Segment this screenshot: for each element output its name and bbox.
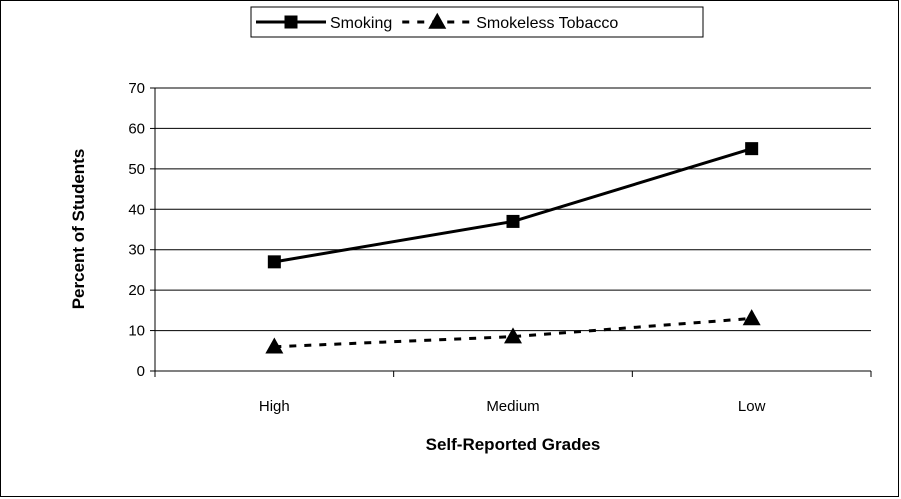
y-axis-title: Percent of Students <box>69 149 88 310</box>
gridlines <box>155 87 871 332</box>
legend-item: Smokeless Tobacco <box>402 12 618 32</box>
legend-item: Smoking <box>256 15 392 32</box>
series-triangle <box>265 309 761 354</box>
x-tick-label: High <box>259 398 290 415</box>
data-point <box>742 309 761 326</box>
y-tick-label: 0 <box>137 363 145 380</box>
y-tick-label: 70 <box>128 80 145 97</box>
data-point <box>745 142 759 156</box>
axes <box>154 88 871 372</box>
legend-marker <box>428 12 447 29</box>
data-point <box>265 337 284 354</box>
x-ticks: High Medium Low <box>154 371 872 415</box>
y-tick-label: 10 <box>128 323 145 340</box>
y-ticks: 0 10 20 30 40 50 60 70 <box>128 80 155 380</box>
legend: Smoking Smokeless Tobacco <box>250 6 704 38</box>
y-tick-label: 60 <box>128 120 145 137</box>
y-tick-label: 40 <box>128 201 145 218</box>
y-tick-label: 20 <box>128 282 145 299</box>
series-line <box>274 316 752 349</box>
legend-label: Smoking <box>330 15 392 32</box>
data-point <box>506 214 520 228</box>
y-tick-label: 50 <box>128 161 145 178</box>
series-square <box>267 142 759 269</box>
data-point <box>504 327 522 344</box>
legend-marker <box>284 15 298 29</box>
x-axis-title: Self-Reported Grades <box>426 435 601 454</box>
x-tick-label: Medium <box>486 398 539 415</box>
series-line <box>274 147 753 264</box>
data-point <box>267 255 281 269</box>
legend-box <box>250 6 704 38</box>
y-tick-label: 30 <box>128 242 145 259</box>
series-layer <box>265 142 761 354</box>
x-tick-label: Low <box>738 398 766 415</box>
legend-label: Smokeless Tobacco <box>476 15 618 32</box>
